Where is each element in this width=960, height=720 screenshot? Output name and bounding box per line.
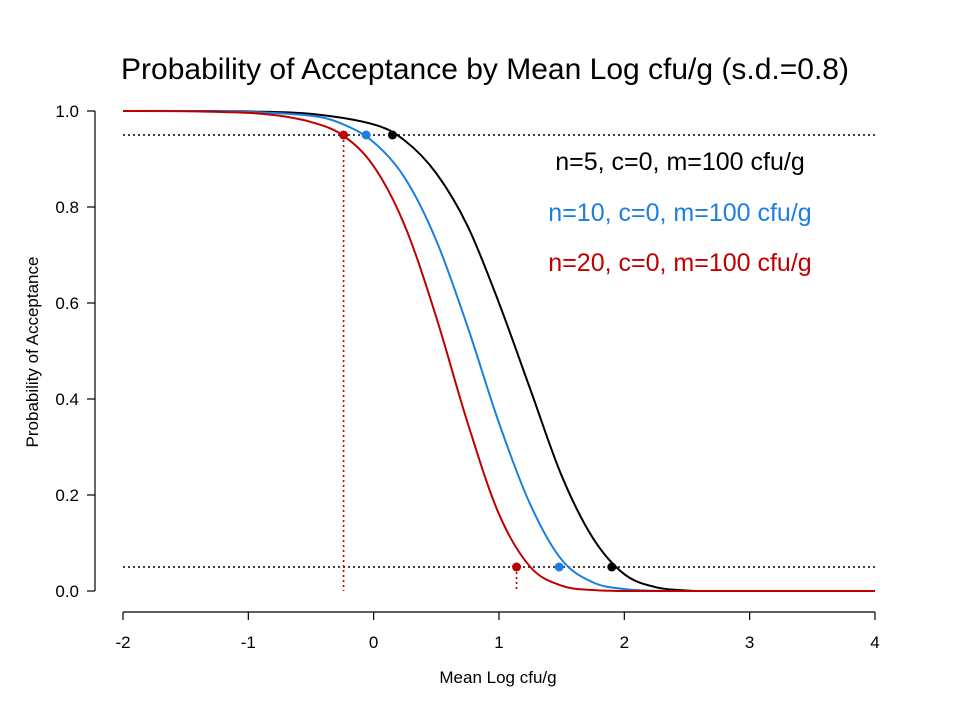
series-marker-point [554, 562, 564, 572]
series-marker-point [387, 130, 397, 140]
series-marker-point [361, 130, 371, 140]
axes [94, 111, 875, 613]
series-line-n20 [122, 110, 875, 593]
y-ticks: 0.0 0.2 0.4 0.6 0.8 1.0 [55, 102, 95, 601]
x-tick-label: -2 [115, 633, 130, 652]
x-tick-label: 0 [369, 633, 378, 652]
x-tick-label: 3 [745, 633, 754, 652]
legend-entry-n10: n=10, c=0, m=100 cfu/g [548, 199, 811, 227]
x-ticks: -2 -1 0 1 2 3 4 [115, 612, 880, 652]
y-tick-label: 0.6 [55, 294, 79, 313]
series-lines [122, 109, 875, 593]
series-marker-point [339, 130, 349, 140]
legend-entry-n5: n=5, c=0, m=100 cfu/g [555, 148, 804, 176]
y-tick-label: 0.8 [55, 198, 79, 217]
legend: n=5, c=0, m=100 cfu/g n=10, c=0, m=100 c… [548, 148, 811, 277]
series-markers [339, 130, 617, 572]
x-axis-label: Mean Log cfu/g [439, 668, 556, 687]
y-tick-label: 0.4 [55, 390, 79, 409]
y-tick-label: 1.0 [55, 102, 79, 121]
y-axis-label: Probability of Acceptance [23, 257, 42, 448]
series-marker-point [607, 562, 617, 572]
series-line-n5 [122, 109, 700, 592]
x-tick-label: 2 [620, 633, 629, 652]
series-marker-point [512, 562, 522, 572]
y-tick-label: 0.0 [55, 582, 79, 601]
reference-lines [123, 134, 875, 591]
y-tick-label: 0.2 [55, 486, 79, 505]
x-tick-label: 4 [870, 633, 879, 652]
series-line-n10 [122, 109, 675, 592]
x-tick-label: 1 [494, 633, 503, 652]
chart-title: Probability of Acceptance by Mean Log cf… [121, 53, 849, 86]
legend-entry-n20: n=20, c=0, m=100 cfu/g [548, 249, 811, 277]
x-tick-label: -1 [241, 633, 256, 652]
